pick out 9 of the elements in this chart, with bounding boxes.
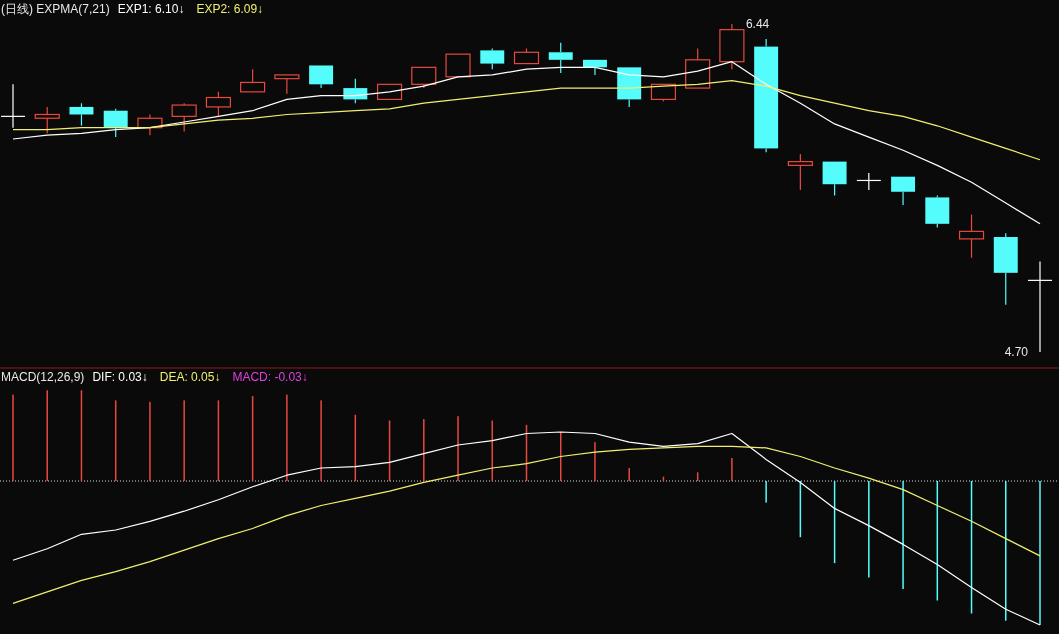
legend: MACD: -0.03↓ (232, 370, 308, 384)
legend: EXP2: 6.09↓ (196, 2, 264, 16)
annotation: 6.44 (745, 17, 770, 31)
annotation: 4.70 (1004, 345, 1028, 359)
legend: DIF: 0.03↓ (92, 370, 148, 384)
title: (日线) EXPMA(7,21) (1, 2, 110, 16)
legend: EXP1: 6.10↓ (117, 2, 185, 16)
title: MACD(12,26,9) (1, 370, 85, 384)
legend: DEA: 0.05↓ (159, 370, 221, 384)
